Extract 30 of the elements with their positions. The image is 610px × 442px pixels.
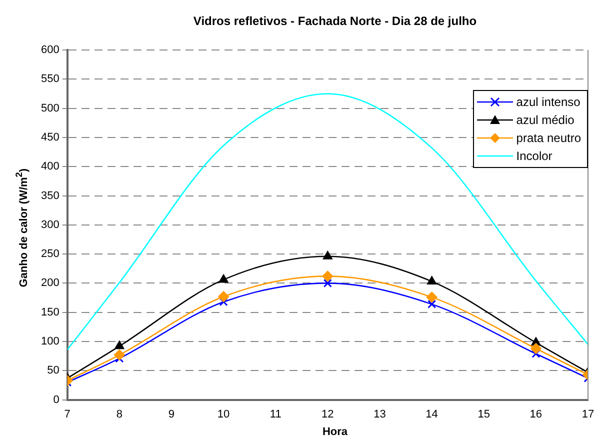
- legend-label: azul médio: [516, 113, 574, 127]
- y-tick-label: 50: [47, 364, 60, 377]
- y-tick-label: 300: [40, 218, 60, 231]
- y-tick-label: 550: [40, 73, 60, 86]
- x-tick-label: 17: [582, 408, 594, 420]
- legend-label: azul intenso: [516, 95, 580, 109]
- x-tick-label: 13: [374, 408, 386, 420]
- x-axis-title: Hora: [321, 426, 349, 438]
- x-tick-label: 7: [64, 408, 70, 420]
- y-tick-label: 350: [40, 190, 60, 202]
- y-tick-label: 450: [40, 131, 60, 144]
- chart-title: Vidros refletivos - Fachada Norte - Dia 28 de julho: [192, 14, 478, 28]
- x-tick-label: 8: [116, 408, 122, 420]
- x-tick-label: 11: [270, 408, 282, 420]
- legend-label: Incolor: [516, 149, 552, 163]
- y-tick-label: 400: [40, 160, 60, 173]
- x-tick-label: 12: [322, 408, 334, 420]
- y-tick-label: 100: [40, 336, 60, 348]
- x-tick-label: 14: [426, 408, 438, 420]
- y-tick-label: 600: [40, 44, 60, 56]
- x-tick-label: 16: [530, 408, 542, 420]
- y-tick-label: 500: [40, 102, 60, 114]
- y-tick-label: 200: [40, 277, 60, 290]
- y-tick-label: 250: [40, 248, 60, 260]
- legend-label: prata neutro: [516, 131, 581, 145]
- y-tick-label: 150: [40, 306, 60, 318]
- y-tick-label: 0: [53, 394, 60, 406]
- x-tick-label: 10: [217, 408, 230, 420]
- x-tick-label: 15: [478, 408, 490, 420]
- x-tick-label: 9: [168, 408, 175, 420]
